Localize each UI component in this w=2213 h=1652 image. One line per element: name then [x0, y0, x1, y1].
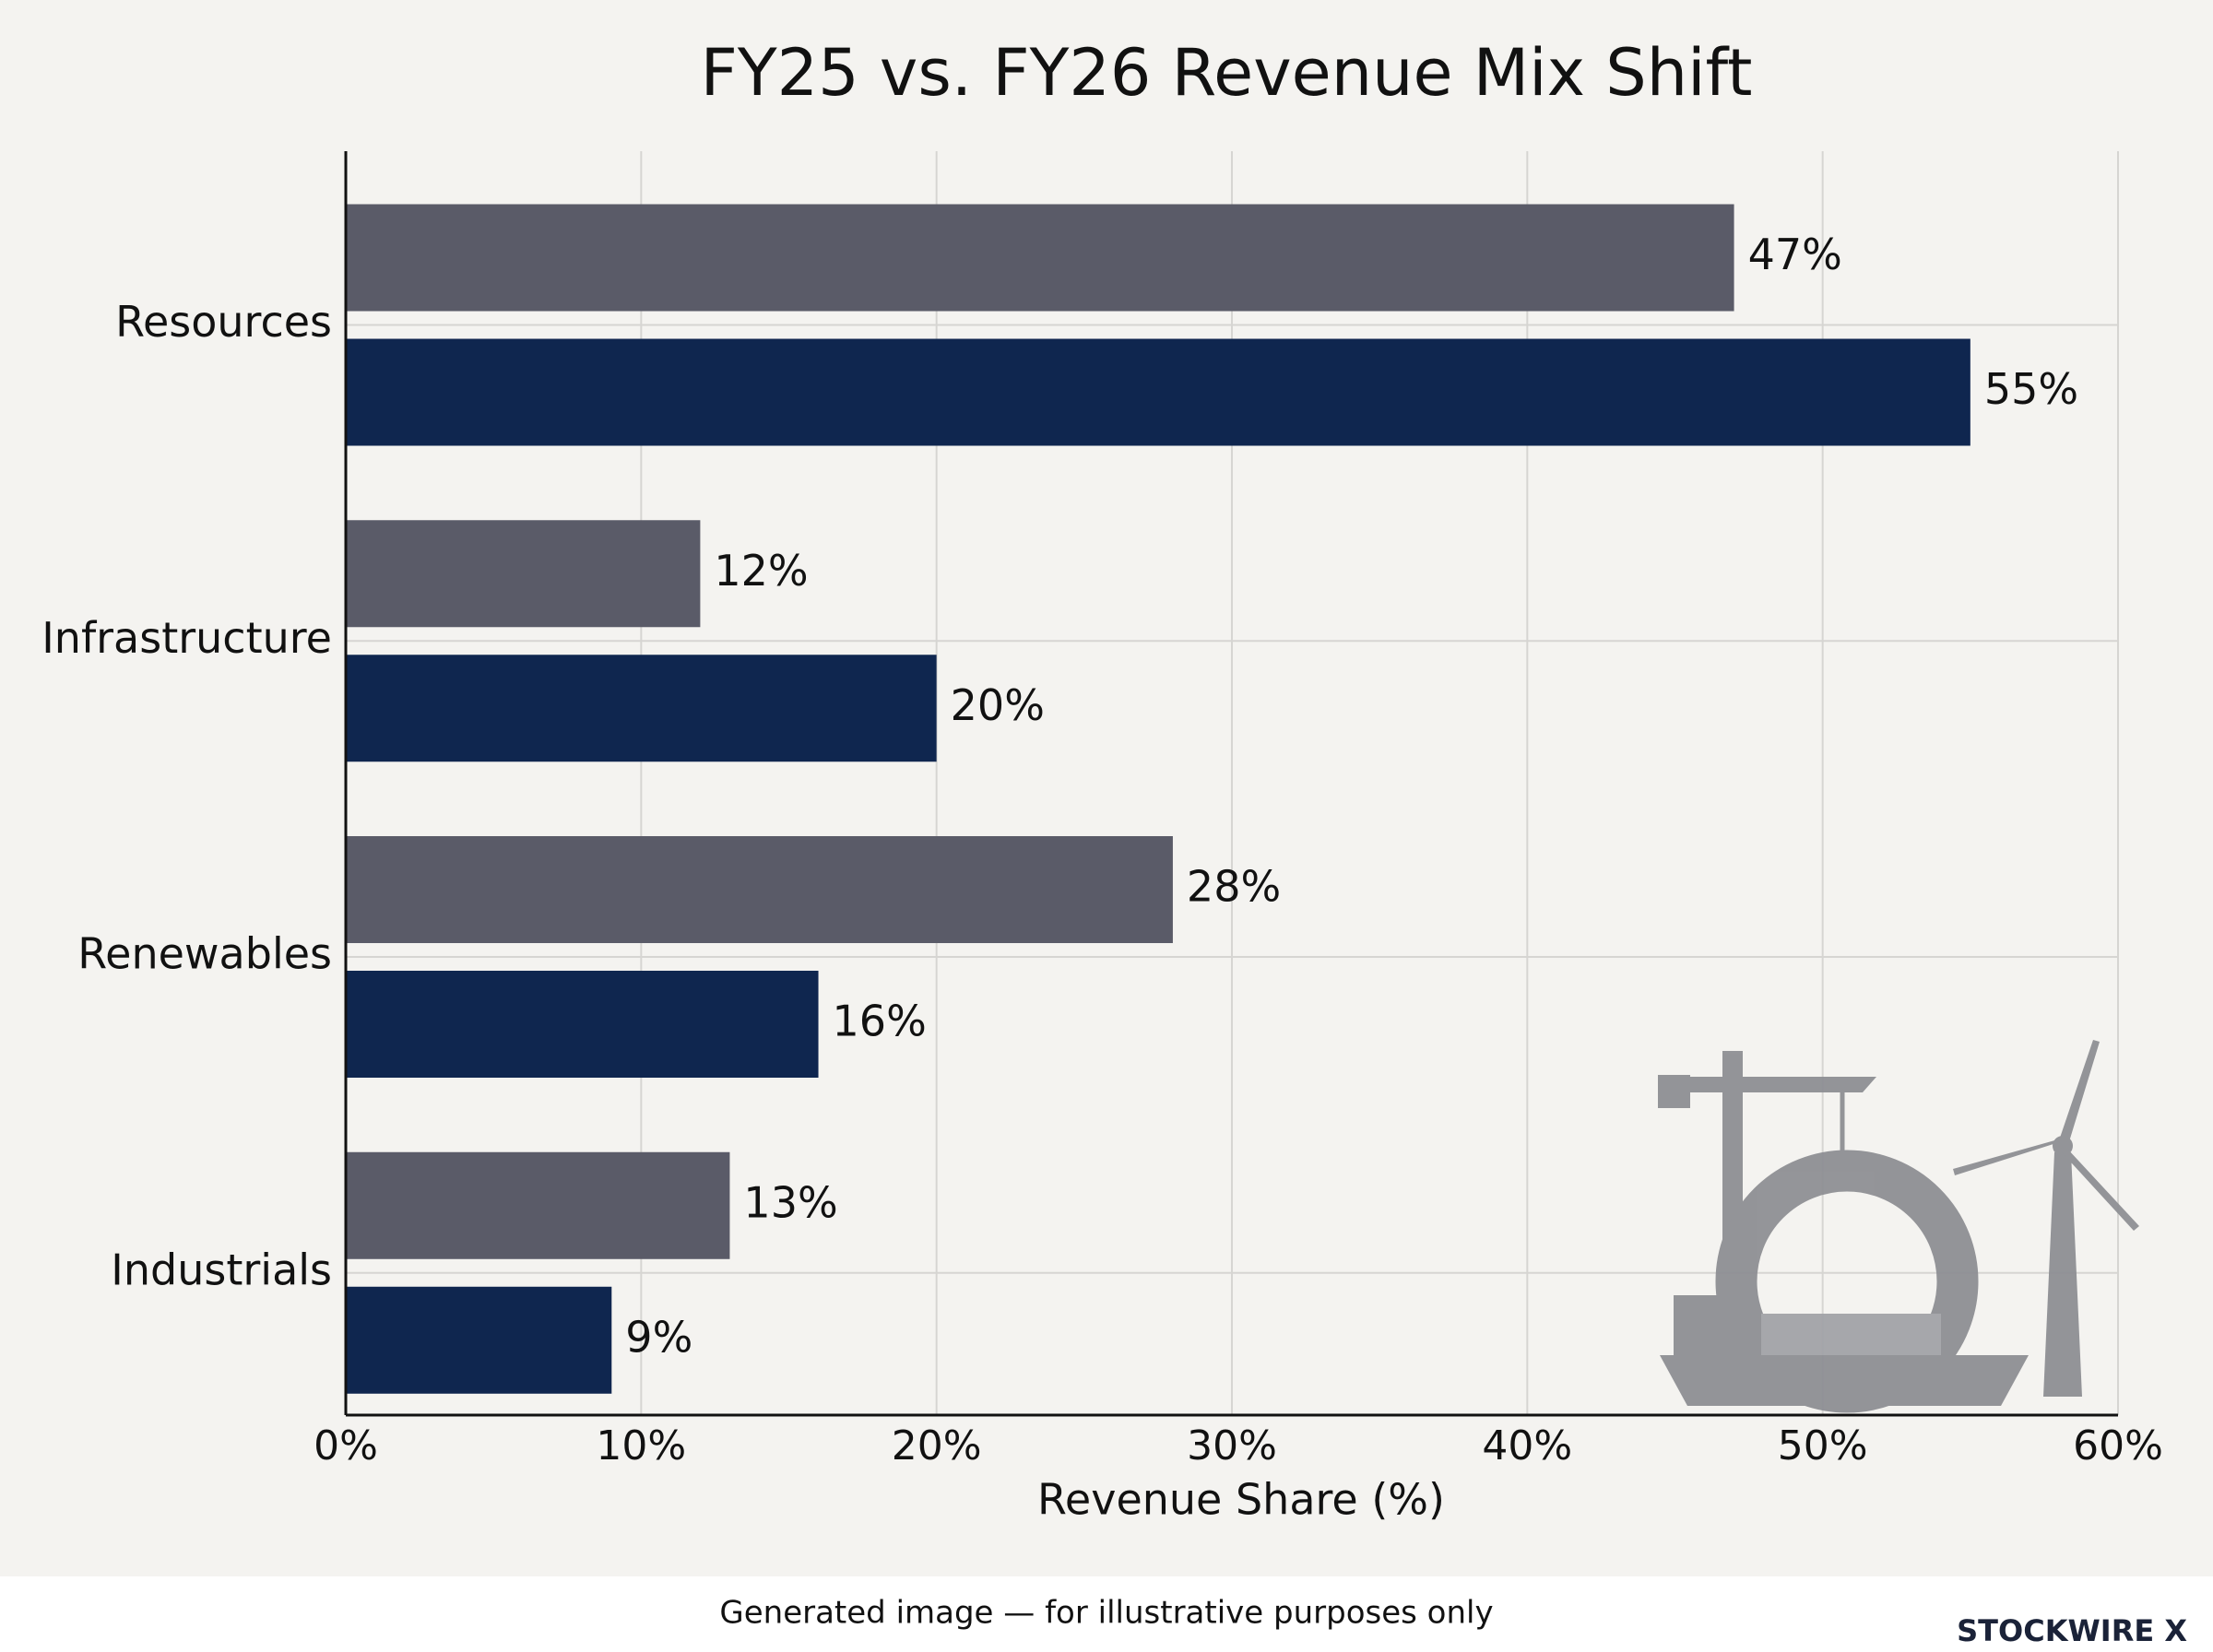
value-label: 47% [1748, 230, 1842, 279]
bar [346, 655, 937, 762]
turbine-tower [2043, 1152, 2082, 1397]
value-label: 55% [1984, 364, 2078, 414]
turbine-blade [2058, 1040, 2100, 1148]
x-tick-label: 0% [314, 1422, 378, 1469]
illustration [1658, 1040, 2139, 1413]
value-label: 28% [1187, 862, 1281, 912]
crane-counterweight [1658, 1075, 1690, 1108]
chart-title: FY25 vs. FY26 Revenue Mix Shift [701, 35, 1753, 111]
y-tick-label: Industrials [111, 1245, 332, 1294]
ship-containers [1761, 1314, 1941, 1355]
y-tick-label: Renewables [77, 929, 332, 979]
bar [346, 971, 819, 1079]
bar [346, 520, 701, 628]
x-tick-label: 50% [1778, 1422, 1868, 1469]
bar [346, 204, 1734, 312]
x-tick-label: 40% [1482, 1422, 1572, 1469]
x-tick-label: 30% [1187, 1422, 1277, 1469]
turbine-blade [2062, 1149, 2139, 1231]
bar [346, 338, 1970, 446]
y-tick-label: Infrastructure [41, 613, 332, 663]
value-label: 20% [951, 680, 1045, 730]
value-label: 13% [743, 1177, 837, 1227]
turbine-blade [1953, 1139, 2058, 1175]
ship-bridge [1674, 1295, 1757, 1355]
ship-hull [1660, 1355, 2029, 1406]
value-label: 12% [714, 546, 808, 596]
bar [346, 1286, 612, 1394]
bar [346, 836, 1173, 944]
footer-background [0, 1576, 2213, 1652]
footer-note: Generated image — for illustrative purpo… [719, 1595, 1493, 1632]
value-label: 9% [625, 1312, 692, 1362]
crane-jib [1660, 1077, 1876, 1092]
x-tick-label: 20% [892, 1422, 982, 1469]
x-axis-label: Revenue Share (%) [1037, 1475, 1445, 1525]
bar [346, 1151, 730, 1259]
brand-logo: STOCKWIRE X [1957, 1613, 2187, 1648]
value-label: 16% [833, 997, 927, 1046]
x-tick-label: 60% [2073, 1422, 2163, 1469]
x-tick-label: 10% [596, 1422, 686, 1469]
y-tick-label: Resources [115, 297, 332, 347]
